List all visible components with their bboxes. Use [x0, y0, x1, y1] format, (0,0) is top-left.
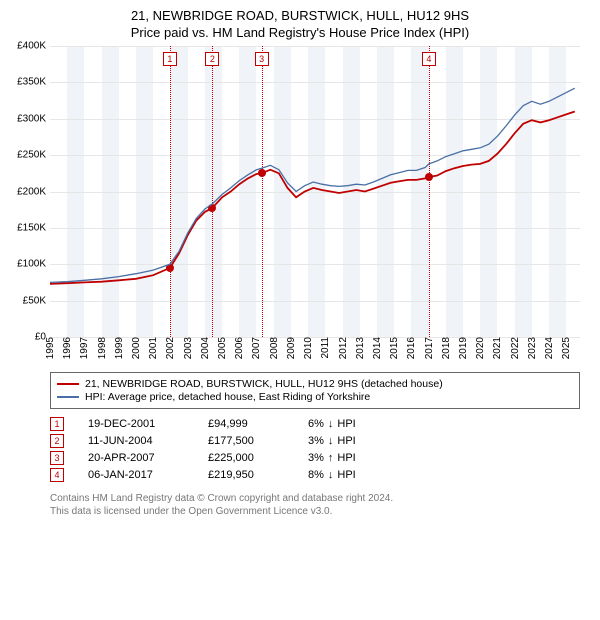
- plot-area: £0£50K£100K£150K£200K£250K£300K£350K£400…: [50, 46, 580, 338]
- arrow-down-icon: ↓: [328, 435, 334, 447]
- event-diff-suffix: HPI: [337, 418, 355, 430]
- x-axis-label: 2001: [148, 337, 159, 362]
- legend-swatch: [57, 396, 79, 398]
- y-axis-label: £400K: [17, 41, 50, 52]
- event-date: 19-DEC-2001: [88, 418, 208, 430]
- event-diff-suffix: HPI: [337, 452, 355, 464]
- event-diff: 6% ↓HPI: [308, 418, 356, 430]
- x-axis-label: 2007: [251, 337, 262, 362]
- title-address: 21, NEWBRIDGE ROAD, BURSTWICK, HULL, HU1…: [14, 8, 586, 23]
- series-svg: [50, 46, 580, 337]
- event-diff-pct: 6%: [308, 418, 324, 430]
- y-axis-label: £300K: [17, 113, 50, 124]
- x-axis-label: 2004: [200, 337, 211, 362]
- x-axis-label: 2005: [217, 337, 228, 362]
- event-number-box: 4: [50, 468, 64, 482]
- arrow-up-icon: ↑: [328, 452, 334, 464]
- x-axis-label: 2011: [320, 337, 331, 362]
- x-axis-label: 2017: [424, 337, 435, 362]
- legend-label: 21, NEWBRIDGE ROAD, BURSTWICK, HULL, HU1…: [85, 378, 443, 390]
- event-diff: 3% ↑HPI: [308, 452, 356, 464]
- event-price: £94,999: [208, 418, 308, 430]
- x-axis-label: 2023: [527, 337, 538, 362]
- arrow-down-icon: ↓: [328, 469, 334, 481]
- legend-row: HPI: Average price, detached house, East…: [57, 391, 573, 403]
- event-number-box: 1: [50, 417, 64, 431]
- x-axis-label: 2018: [441, 337, 452, 362]
- x-axis-label: 2022: [510, 337, 521, 362]
- x-axis-label: 1997: [79, 337, 90, 362]
- x-axis-label: 1999: [114, 337, 125, 362]
- title-subtitle: Price paid vs. HM Land Registry's House …: [14, 25, 586, 40]
- event-diff: 8% ↓HPI: [308, 469, 356, 481]
- footer-line1: Contains HM Land Registry data © Crown c…: [50, 492, 586, 505]
- y-axis-label: £50K: [23, 295, 50, 306]
- series-hpi: [50, 88, 575, 282]
- y-axis-label: £350K: [17, 77, 50, 88]
- event-price: £177,500: [208, 435, 308, 447]
- legend-label: HPI: Average price, detached house, East…: [85, 391, 370, 403]
- x-axis-label: 2021: [492, 337, 503, 362]
- x-axis-label: 1996: [62, 337, 73, 362]
- x-axis-label: 2013: [355, 337, 366, 362]
- chart-area: £0£50K£100K£150K£200K£250K£300K£350K£400…: [50, 46, 580, 366]
- x-axis-label: 2012: [338, 337, 349, 362]
- x-axis-label: 2025: [561, 337, 572, 362]
- event-diff: 3% ↓HPI: [308, 435, 356, 447]
- event-diff-suffix: HPI: [337, 469, 355, 481]
- x-axis-label: 2000: [131, 337, 142, 362]
- y-axis-label: £200K: [17, 186, 50, 197]
- event-row: 1 19-DEC-2001£94,9996% ↓HPI: [50, 417, 586, 431]
- event-date: 11-JUN-2004: [88, 435, 208, 447]
- x-axis-label: 2024: [544, 337, 555, 362]
- event-number-box: 2: [50, 434, 64, 448]
- event-price: £219,950: [208, 469, 308, 481]
- legend-box: 21, NEWBRIDGE ROAD, BURSTWICK, HULL, HU1…: [50, 372, 580, 409]
- event-row: 4 06-JAN-2017£219,9508% ↓HPI: [50, 468, 586, 482]
- event-date: 06-JAN-2017: [88, 469, 208, 481]
- x-axis-label: 2003: [183, 337, 194, 362]
- x-axis-label: 2015: [389, 337, 400, 362]
- event-number-box: 3: [50, 451, 64, 465]
- title-block: 21, NEWBRIDGE ROAD, BURSTWICK, HULL, HU1…: [14, 8, 586, 40]
- x-axis-label: 2020: [475, 337, 486, 362]
- footer-line2: This data is licensed under the Open Gov…: [50, 505, 586, 518]
- x-axis-label: 2016: [406, 337, 417, 362]
- y-axis-label: £150K: [17, 222, 50, 233]
- footer-attribution: Contains HM Land Registry data © Crown c…: [50, 492, 586, 518]
- y-axis-label: £100K: [17, 259, 50, 270]
- event-diff-pct: 8%: [308, 469, 324, 481]
- x-axis-label: 2010: [303, 337, 314, 362]
- x-axis-label: 2014: [372, 337, 383, 362]
- legend-row: 21, NEWBRIDGE ROAD, BURSTWICK, HULL, HU1…: [57, 378, 573, 390]
- event-diff-pct: 3%: [308, 435, 324, 447]
- event-price: £225,000: [208, 452, 308, 464]
- x-axis-label: 2002: [165, 337, 176, 362]
- event-date: 20-APR-2007: [88, 452, 208, 464]
- event-diff-pct: 3%: [308, 452, 324, 464]
- chart-container: 21, NEWBRIDGE ROAD, BURSTWICK, HULL, HU1…: [0, 0, 600, 528]
- x-axis-label: 2008: [269, 337, 280, 362]
- x-axis-label: 1995: [45, 337, 56, 362]
- x-axis-label: 2009: [286, 337, 297, 362]
- event-row: 3 20-APR-2007£225,0003% ↑HPI: [50, 451, 586, 465]
- legend-swatch: [57, 383, 79, 385]
- events-table: 119-DEC-2001£94,9996%↓HPI211-JUN-2004£17…: [50, 417, 586, 482]
- x-axis-label: 2006: [234, 337, 245, 362]
- x-axis-label: 1998: [97, 337, 108, 362]
- x-axis-label: 2019: [458, 337, 469, 362]
- arrow-down-icon: ↓: [328, 418, 334, 430]
- event-diff-suffix: HPI: [337, 435, 355, 447]
- y-axis-label: £250K: [17, 150, 50, 161]
- event-row: 2 11-JUN-2004£177,5003% ↓HPI: [50, 434, 586, 448]
